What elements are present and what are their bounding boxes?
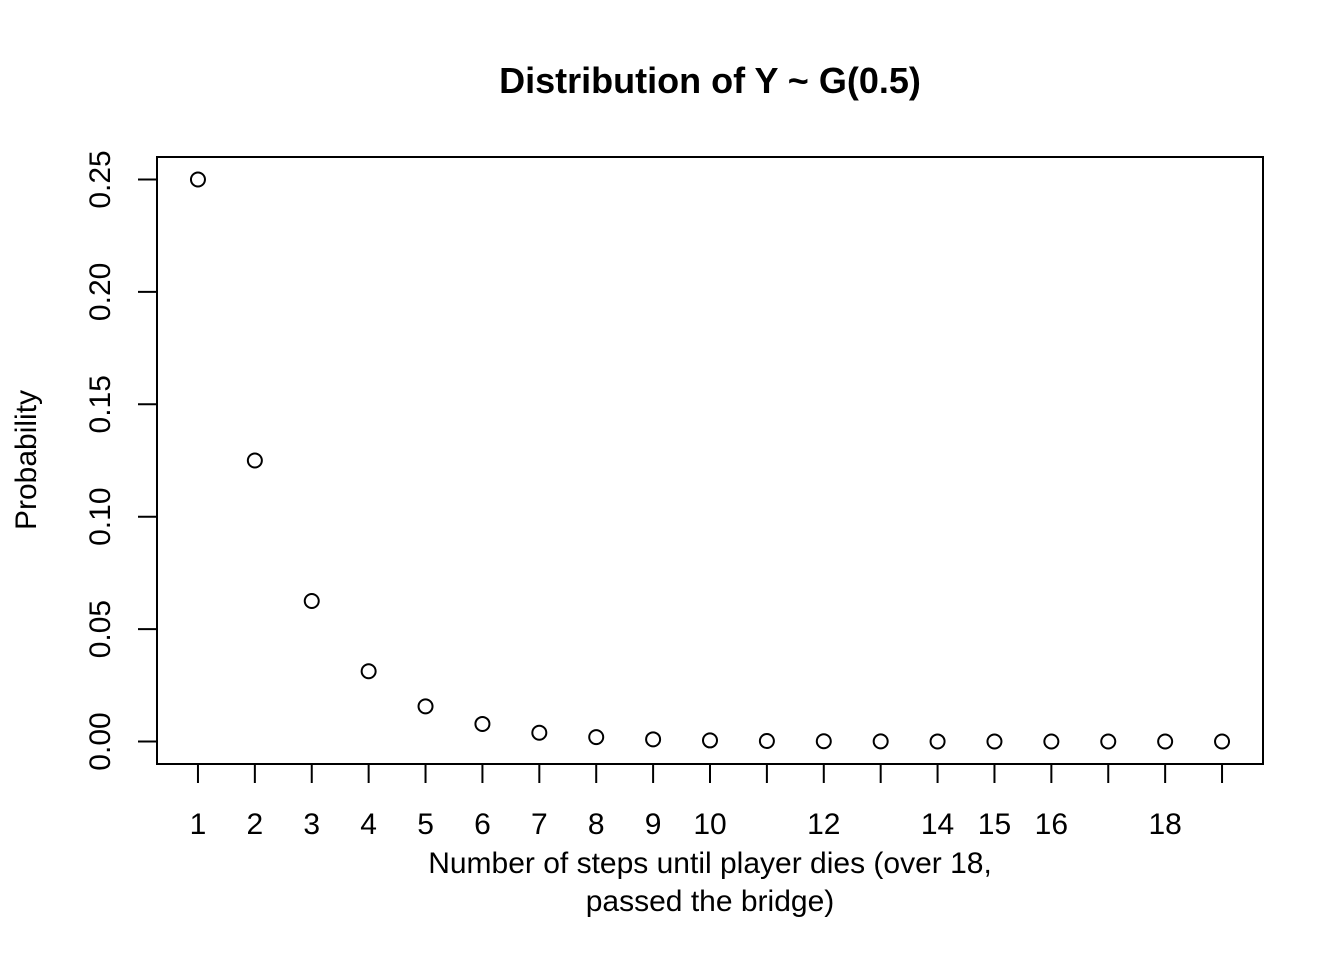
data-point	[872, 733, 889, 750]
data-point	[189, 171, 206, 188]
data-point	[1100, 733, 1117, 750]
x-tick-label: 8	[588, 808, 605, 841]
x-tick-label: 15	[978, 808, 1011, 841]
data-point	[531, 724, 548, 741]
y-tick-label: 0.25	[84, 150, 117, 208]
x-tick-label: 7	[531, 808, 548, 841]
x-tick-label: 1	[190, 808, 207, 841]
chart-title: Distribution of Y ~ G(0.5)	[499, 60, 921, 101]
x-tick-label: 5	[417, 808, 434, 841]
data-point	[417, 698, 434, 715]
y-tick-label: 0.15	[84, 375, 117, 433]
y-tick-label: 0.05	[84, 600, 117, 658]
x-tick-label: 10	[693, 808, 726, 841]
data-point	[588, 729, 605, 746]
y-axis-label: Probability	[10, 390, 43, 530]
x-axis-label-line-1: Number of steps until player dies (over …	[428, 847, 992, 880]
y-tick-label: 0.10	[84, 488, 117, 546]
data-point	[758, 732, 775, 749]
x-axis: 1 2 3 4 5 6 7 8 9 10 12 14 15 16 18	[190, 763, 1224, 841]
x-tick-label: 3	[303, 808, 320, 841]
data-point	[303, 593, 320, 610]
x-tick-label: 18	[1148, 808, 1181, 841]
data-point	[1214, 733, 1231, 750]
data-points	[189, 171, 1231, 750]
x-tick-label: 16	[1035, 808, 1068, 841]
data-point	[360, 663, 377, 680]
data-point	[815, 733, 832, 750]
y-tick-label: 0.00	[84, 712, 117, 770]
data-point	[986, 733, 1003, 750]
x-tick-label: 4	[360, 808, 377, 841]
data-point	[474, 715, 491, 732]
x-axis-label-line-2: passed the bridge)	[586, 885, 835, 918]
data-point	[1157, 733, 1174, 750]
x-tick-label: 14	[921, 808, 954, 841]
x-tick-label: 2	[247, 808, 264, 841]
plot-frame	[156, 156, 1264, 765]
data-point	[645, 731, 662, 748]
y-axis: 0.00 0.05 0.10 0.15 0.20 0.25	[84, 150, 158, 771]
x-tick-label: 12	[807, 808, 840, 841]
data-point	[1043, 733, 1060, 750]
data-point	[702, 732, 718, 749]
data-point	[246, 452, 263, 469]
data-point	[929, 733, 946, 750]
x-tick-label: 6	[474, 808, 491, 841]
y-tick-label: 0.20	[84, 263, 117, 321]
x-tick-label: 9	[645, 808, 662, 841]
